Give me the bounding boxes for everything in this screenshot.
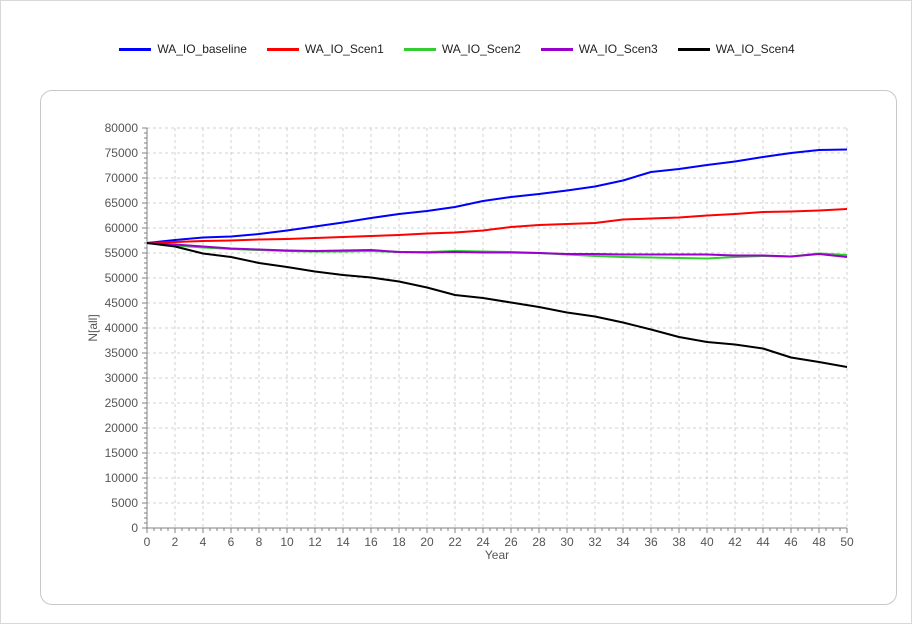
x-tick-label: 14 [336, 535, 350, 549]
y-tick-label: 80000 [105, 121, 139, 135]
legend-swatch-scen4 [677, 47, 710, 51]
y-tick-label: 65000 [105, 196, 139, 210]
legend-item-scen1: WA_IO_Scen1 [266, 42, 384, 56]
y-tick-label: 40000 [105, 321, 139, 335]
series-line-baseline [146, 148, 848, 244]
y-tick-label: 35000 [105, 346, 139, 360]
y-tick-label: 50000 [105, 271, 139, 285]
x-tick-label: 2 [172, 535, 179, 549]
legend-label-scen2: WA_IO_Scen2 [441, 42, 521, 56]
x-tick-label: 22 [448, 535, 462, 549]
x-tick-label: 40 [700, 535, 714, 549]
legend-item-scen2: WA_IO_Scen2 [403, 42, 521, 56]
x-tick-label: 10 [280, 535, 294, 549]
x-tick-label: 42 [728, 535, 742, 549]
y-tick-label: 25000 [105, 396, 139, 410]
x-tick-label: 26 [504, 535, 518, 549]
x-tick-label: 48 [812, 535, 826, 549]
legend-item-scen3: WA_IO_Scen3 [540, 42, 658, 56]
x-tick-label: 34 [616, 535, 630, 549]
x-tick-label: 16 [364, 535, 378, 549]
x-tick-label: 32 [588, 535, 602, 549]
series-line-scen3 [146, 242, 848, 258]
chart-legend: WA_IO_baseline WA_IO_Scen1 WA_IO_Scen2 W… [1, 39, 912, 59]
x-tick-label: 38 [672, 535, 686, 549]
series-line-scen1 [146, 208, 848, 244]
y-tick-label: 5000 [111, 496, 138, 510]
x-tick-label: 4 [200, 535, 207, 549]
legend-item-baseline: WA_IO_baseline [119, 42, 247, 56]
x-axis-title: Year [485, 548, 509, 562]
legend-item-scen4: WA_IO_Scen4 [677, 42, 795, 56]
y-tick-label: 70000 [105, 171, 139, 185]
x-tick-label: 12 [308, 535, 322, 549]
x-tick-label: 36 [644, 535, 658, 549]
legend-swatch-scen3 [540, 47, 573, 51]
legend-label-scen4: WA_IO_Scen4 [715, 42, 795, 56]
series-line-scen4 [146, 242, 848, 368]
x-tick-label: 46 [784, 535, 798, 549]
y-tick-label: 20000 [105, 421, 139, 435]
x-tick-label: 8 [256, 535, 263, 549]
x-tick-label: 18 [392, 535, 406, 549]
y-tick-label: 10000 [105, 471, 139, 485]
x-tick-label: 24 [476, 535, 490, 549]
legend-label-scen3: WA_IO_Scen3 [578, 42, 658, 56]
y-tick-label: 15000 [105, 446, 139, 460]
legend-swatch-scen1 [266, 47, 299, 51]
x-tick-label: 28 [532, 535, 546, 549]
y-tick-label: 75000 [105, 146, 139, 160]
x-tick-label: 20 [420, 535, 434, 549]
y-tick-label: 45000 [105, 296, 139, 310]
legend-swatch-baseline [119, 47, 152, 51]
y-tick-label: 60000 [105, 221, 139, 235]
y-tick-label: 0 [131, 521, 138, 535]
x-tick-label: 30 [560, 535, 574, 549]
legend-label-scen1: WA_IO_Scen1 [304, 42, 384, 56]
x-tick-label: 0 [144, 535, 151, 549]
y-tick-label: 30000 [105, 371, 139, 385]
x-tick-label: 44 [756, 535, 770, 549]
y-tick-label: 55000 [105, 246, 139, 260]
legend-label-baseline: WA_IO_baseline [157, 42, 247, 56]
y-axis-title: N[all] [86, 314, 100, 341]
x-tick-label: 50 [840, 535, 854, 549]
x-tick-label: 6 [228, 535, 235, 549]
legend-swatch-scen2 [403, 47, 436, 51]
